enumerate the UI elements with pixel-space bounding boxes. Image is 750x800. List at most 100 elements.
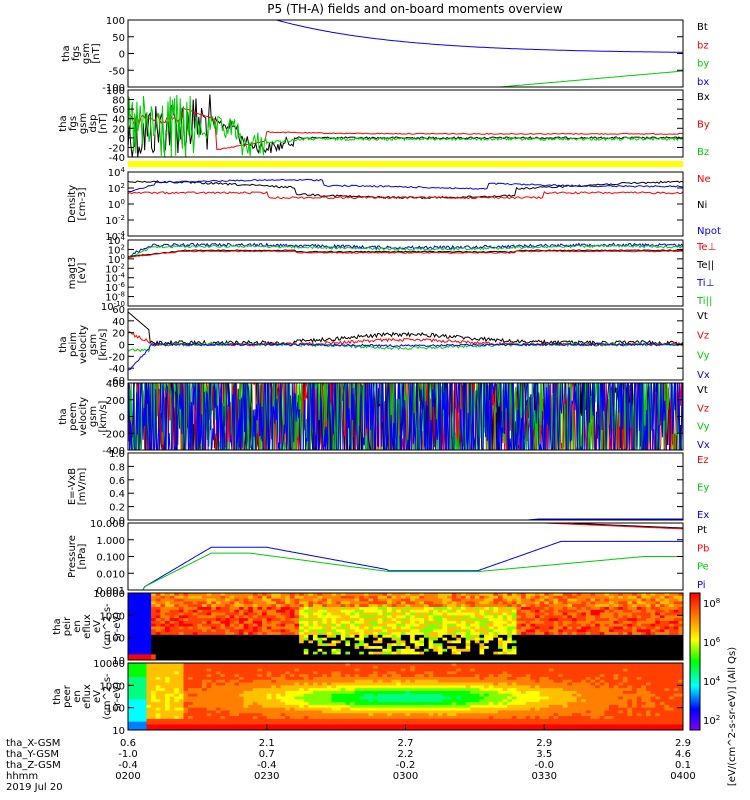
- panel-10: 10000 1000 100 10 tha peer en eflux eV (cm^2-s-sr…: [52, 659, 684, 737]
- y-tick-label: 100: [106, 86, 125, 97]
- legend-entry: Ni: [697, 200, 707, 211]
- y-axis-label: Pressure: [67, 535, 78, 578]
- y-axis-label: Density: [67, 185, 78, 223]
- series-tipar: [128, 244, 683, 259]
- series-group: [128, 94, 683, 157]
- y-tick-label: 0: [119, 413, 125, 424]
- time-row-value: 0230: [254, 771, 279, 782]
- time-row-label: hhmm: [6, 771, 38, 782]
- time-row-value: 3.5: [536, 749, 552, 760]
- y-tick-label: 0.100: [96, 553, 125, 564]
- y-tick-label: 100: [106, 634, 125, 645]
- series-vx: [128, 383, 683, 450]
- y-axis-label: tha: [58, 115, 69, 131]
- y-axis-label: en: [72, 690, 83, 703]
- panel-8: 10.000 1.000 0.100 0.010 0.001 Pressure [nPa] P…: [67, 519, 709, 597]
- y-axis-label: eflux: [82, 614, 93, 639]
- y-tick-label: 100: [106, 704, 125, 715]
- y-axis-label: tha: [58, 336, 69, 352]
- legend-entry: Ti||: [696, 296, 712, 307]
- legend-entry: Ne: [697, 174, 711, 185]
- y-tick-label: 10-8: [105, 291, 125, 304]
- y-tick-label: 0: [119, 341, 125, 352]
- y-axis-label: eV: [92, 690, 103, 703]
- y-tick-label: -400: [102, 446, 125, 457]
- panel-6: 400 200 0 -200 -400 tha peem velocity gsm [km/s] V…: [58, 379, 710, 457]
- legend-entry: Bt: [697, 22, 708, 33]
- y-tick-label: 102: [108, 182, 125, 195]
- time-row-value: 0.7: [259, 749, 275, 760]
- legend-entry: Te⊥: [696, 242, 716, 253]
- y-axis-label: magt3: [67, 257, 78, 290]
- y-axis-label: velocity: [78, 325, 89, 364]
- y-axis-label: [eV]: [77, 263, 88, 284]
- y-tick-label: 10-2: [105, 262, 125, 275]
- time-row-value: 0.6: [120, 738, 136, 749]
- y-tick-label: 0.001: [96, 586, 125, 597]
- legend-entry: Bx: [697, 92, 710, 103]
- y-axis-label: tha: [58, 408, 69, 424]
- y-tick-label: 100: [106, 16, 125, 27]
- y-axis-label: [nT]: [91, 43, 102, 63]
- legend-entry: Npot: [697, 226, 721, 237]
- y-axis-label: fgs: [71, 46, 82, 61]
- chart-title: P5 (TH-A) fields and on-board moments ov…: [267, 2, 563, 16]
- y-tick-label: -40: [109, 153, 125, 164]
- legend-entry: Vz: [697, 331, 709, 342]
- time-row-value: 0400: [670, 771, 695, 782]
- y-tick-label: 40: [112, 317, 125, 328]
- time-row-value: 4.6: [675, 749, 691, 760]
- legend-entry: Vx: [697, 370, 710, 381]
- series-vx: [128, 342, 683, 371]
- time-row-value: 0200: [115, 771, 140, 782]
- y-tick-label: 60: [112, 305, 125, 316]
- y-tick-label: 0.0: [109, 516, 125, 527]
- panel-frame: [127, 171, 684, 237]
- heatmap-cells: [128, 663, 684, 731]
- y-tick-label: -40: [109, 364, 125, 375]
- series-group: [128, 311, 683, 371]
- series-bx: [128, 94, 683, 157]
- y-tick-label: 60: [112, 105, 125, 116]
- y-tick-label: 20: [112, 329, 125, 340]
- panel-frame: [127, 239, 684, 307]
- y-tick-label: 10: [112, 726, 125, 737]
- y-axis-label: fgs: [68, 116, 79, 131]
- y-tick-label: 50: [112, 33, 125, 44]
- colorbar-tick-label: 106: [703, 636, 721, 649]
- y-axis-label: [km/s]: [98, 400, 109, 432]
- colorbar-label: [eV/(cm^2-s-sr-eV)] (All Qs): [727, 647, 738, 786]
- time-row-value: -0.2: [396, 760, 416, 771]
- legend-entry: Ez: [697, 455, 709, 466]
- heatmap-cells: [128, 593, 684, 661]
- y-tick-label: 104: [108, 234, 126, 247]
- y-axis-label: [nT]: [98, 113, 109, 133]
- time-row-value: 2.2: [398, 749, 414, 760]
- y-axis-label: [mV/m]: [77, 468, 88, 506]
- y-tick-label: 0.4: [109, 489, 125, 500]
- series-group: [128, 518, 683, 520]
- y-tick-label: -20: [109, 143, 125, 154]
- legend-entry: Vt: [697, 311, 708, 322]
- legend-entry: Te||: [696, 260, 714, 271]
- time-row-value: -0.4: [118, 760, 138, 771]
- series-group: [128, 242, 683, 259]
- date-label: 2019 Jul 20: [6, 782, 63, 793]
- panel-frame: [127, 89, 684, 158]
- time-row-value: -1.0: [118, 749, 138, 760]
- panel-frame: [127, 19, 684, 88]
- y-tick-label: 100: [108, 198, 125, 211]
- y-axis-label: (cm^2-s-: [102, 603, 113, 650]
- panel-1: 100 50 0 -50 -100 tha fgs gsm [nT] Bt bz by bx: [61, 16, 709, 94]
- y-tick-label: 10: [112, 656, 125, 667]
- y-tick-label: -20: [109, 352, 125, 363]
- y-tick-label: 10-10: [101, 300, 125, 313]
- legend-entry: Ex: [697, 510, 709, 521]
- y-tick-label: 10000: [93, 659, 125, 670]
- y-tick-label: 104: [108, 166, 126, 179]
- time-row-value: 0330: [532, 771, 557, 782]
- y-tick-label: 0.2: [109, 503, 125, 514]
